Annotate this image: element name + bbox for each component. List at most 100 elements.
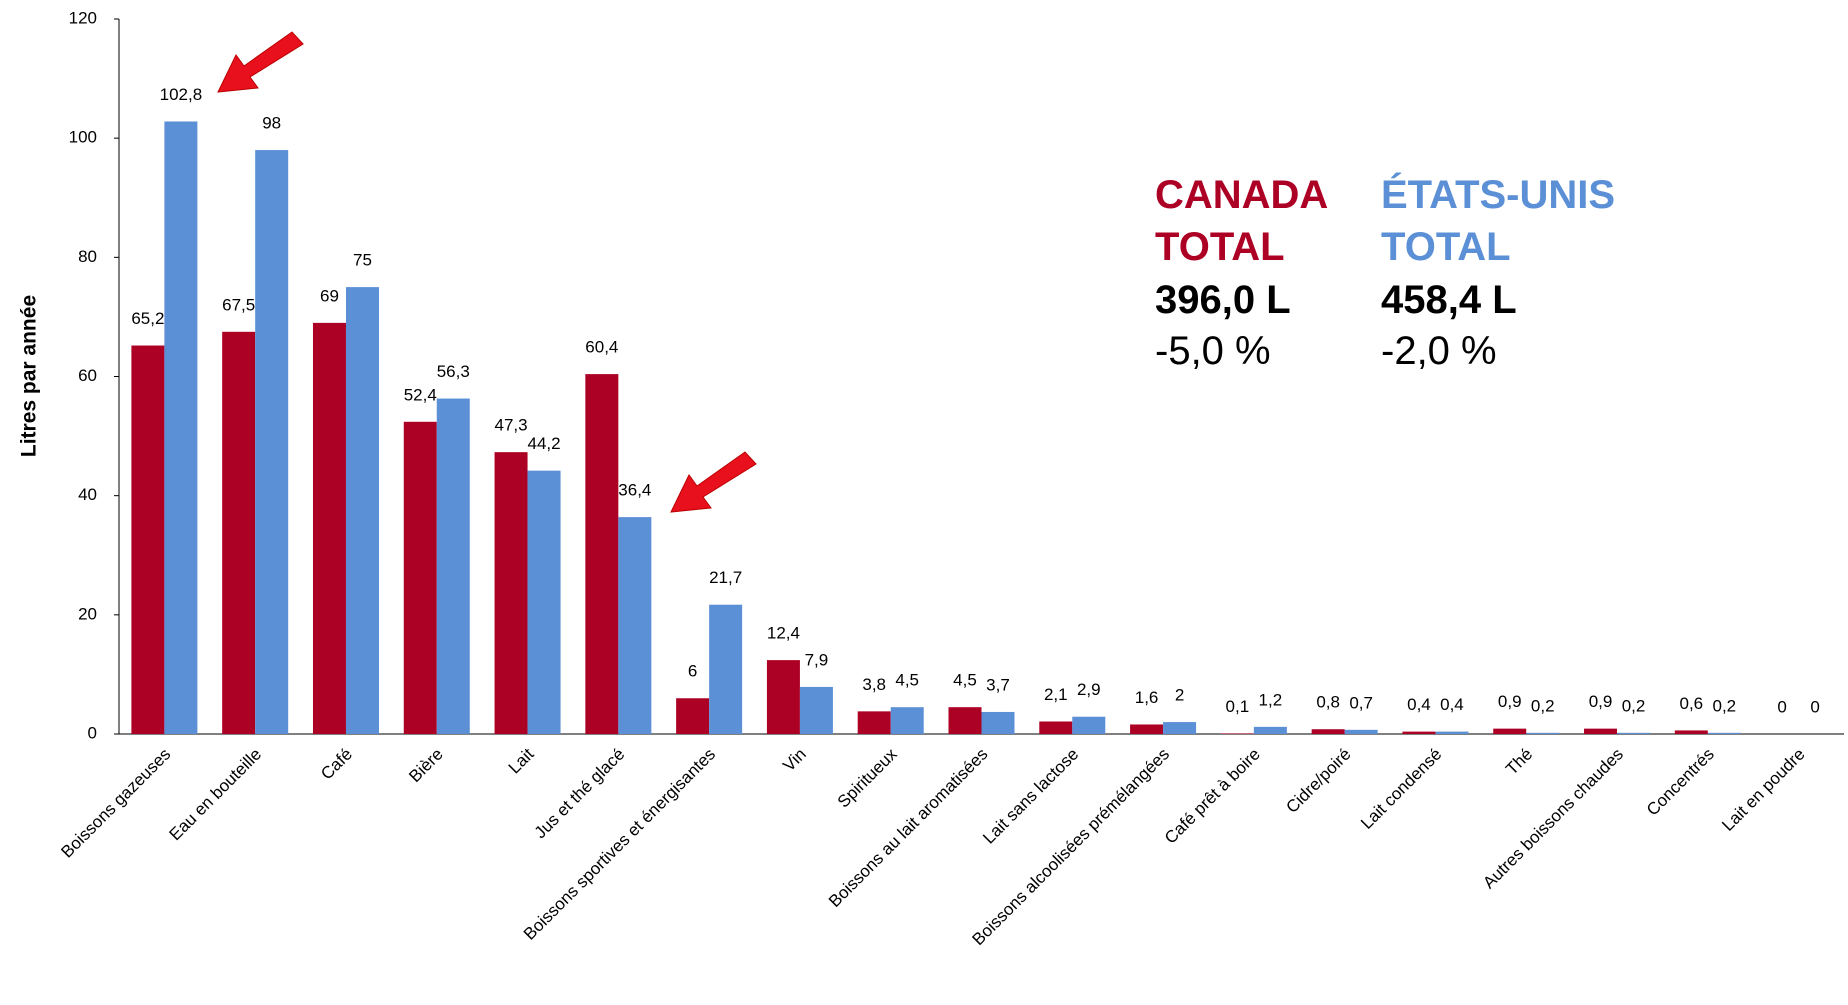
bar	[981, 711, 1015, 734]
x-tick-label: Autres boissons chaudes	[1479, 745, 1627, 893]
x-tick-label: Lait condensé	[1357, 745, 1445, 833]
bar	[345, 287, 379, 734]
bar	[766, 660, 800, 734]
x-tick-label: Cidre/poiré	[1282, 745, 1354, 817]
value-label: 2,9	[1077, 680, 1101, 699]
x-tick-label: Lait en poudre	[1718, 745, 1808, 835]
x-tick-label: Vin	[779, 745, 810, 776]
value-label: 7,9	[805, 650, 829, 669]
value-label: 2,1	[1044, 685, 1068, 704]
value-label: 65,2	[131, 309, 164, 328]
x-tick-label: Eau en bouteille	[166, 745, 266, 845]
value-label: 0,4	[1407, 695, 1431, 714]
value-label: 36,4	[618, 481, 651, 500]
y-tick-label: 80	[78, 247, 97, 266]
value-label: 0	[1777, 697, 1786, 716]
bar	[1402, 731, 1436, 734]
arrow	[217, 31, 304, 93]
value-label: 0	[1810, 697, 1819, 716]
x-tick-label: Lait	[505, 744, 538, 777]
bar	[1493, 728, 1527, 734]
bar	[436, 398, 470, 734]
bar	[403, 421, 437, 734]
value-label: 0,2	[1531, 696, 1555, 715]
bar	[1253, 726, 1287, 734]
bar	[1220, 733, 1254, 734]
x-tick-label: Lait sans lactose	[979, 745, 1082, 848]
value-label: 6	[688, 662, 697, 681]
bar	[131, 345, 165, 734]
bar	[312, 322, 346, 734]
bar	[1072, 716, 1106, 734]
value-label: 0,9	[1589, 692, 1613, 711]
bar	[164, 121, 198, 734]
bar	[618, 517, 652, 734]
annotation-title: TOTAL	[1155, 225, 1285, 269]
annotation-total: 458,4 L	[1381, 278, 1517, 322]
value-label: 2	[1175, 686, 1184, 705]
bar	[585, 374, 619, 734]
x-tick-label: Jus et thé glacé	[531, 745, 629, 843]
value-label: 69	[320, 286, 339, 305]
value-label: 3,8	[862, 675, 886, 694]
bar	[1584, 728, 1618, 734]
value-label: 1,2	[1259, 690, 1283, 709]
arrow	[670, 451, 757, 513]
value-label: 44,2	[528, 434, 561, 453]
value-label: 0,6	[1679, 694, 1703, 713]
y-tick-label: 120	[69, 8, 97, 27]
value-label: 4,5	[895, 671, 919, 690]
value-label: 0,7	[1349, 693, 1373, 712]
value-label: 21,7	[709, 568, 742, 587]
y-tick-label: 60	[78, 366, 97, 385]
value-label: 0,1	[1226, 697, 1250, 716]
value-label: 0,4	[1440, 695, 1464, 714]
value-label: 98	[262, 114, 281, 133]
x-tick-label: Spiritueux	[834, 744, 901, 811]
x-tick-label: Boissons gazeuses	[57, 745, 174, 862]
value-label: 102,8	[160, 85, 203, 104]
bar	[1039, 721, 1073, 734]
bar	[1707, 732, 1741, 734]
bar	[1311, 729, 1345, 734]
y-tick-label: 20	[78, 604, 97, 623]
bar	[1617, 732, 1651, 734]
bar	[1435, 731, 1469, 734]
value-label: 75	[353, 251, 372, 270]
y-tick-label: 0	[88, 723, 97, 742]
bar	[1674, 730, 1708, 734]
bar	[799, 686, 833, 734]
value-label: 60,4	[585, 338, 618, 357]
x-tick-label: Café prêt à boire	[1161, 745, 1264, 848]
value-label: 0,9	[1498, 692, 1522, 711]
y-axis-label: Litres par année	[18, 295, 41, 457]
value-label: 52,4	[404, 385, 437, 404]
annotation-total: 396,0 L	[1155, 278, 1291, 322]
x-tick-label: Concentrés	[1643, 745, 1718, 820]
bar	[857, 711, 891, 734]
value-label: 0,2	[1622, 696, 1646, 715]
value-label: 4,5	[953, 671, 977, 690]
bar	[948, 707, 982, 734]
y-tick-label: 100	[69, 128, 97, 147]
x-tick-label: Boissons alcoolisées prémélangées	[969, 745, 1174, 950]
value-label: 12,4	[767, 624, 800, 643]
value-label: 56,3	[437, 362, 470, 381]
bar	[494, 452, 528, 734]
bar	[527, 470, 561, 734]
annotation-title: ÉTATS-UNIS	[1381, 172, 1615, 217]
bar	[890, 707, 924, 734]
bar	[1344, 729, 1378, 734]
bar	[709, 604, 743, 734]
value-label: 0,8	[1316, 693, 1340, 712]
x-tick-label: Thé	[1502, 745, 1536, 779]
annotation-change: -2,0 %	[1381, 329, 1497, 373]
x-tick-label: Boissons sportives et énergisantes	[520, 745, 719, 944]
annotation-title: CANADA	[1155, 173, 1328, 217]
y-tick-label: 40	[78, 485, 97, 504]
x-tick-label: Café	[317, 745, 356, 784]
bar	[1163, 722, 1197, 734]
value-label: 1,6	[1135, 688, 1159, 707]
value-label: 3,7	[986, 675, 1010, 694]
